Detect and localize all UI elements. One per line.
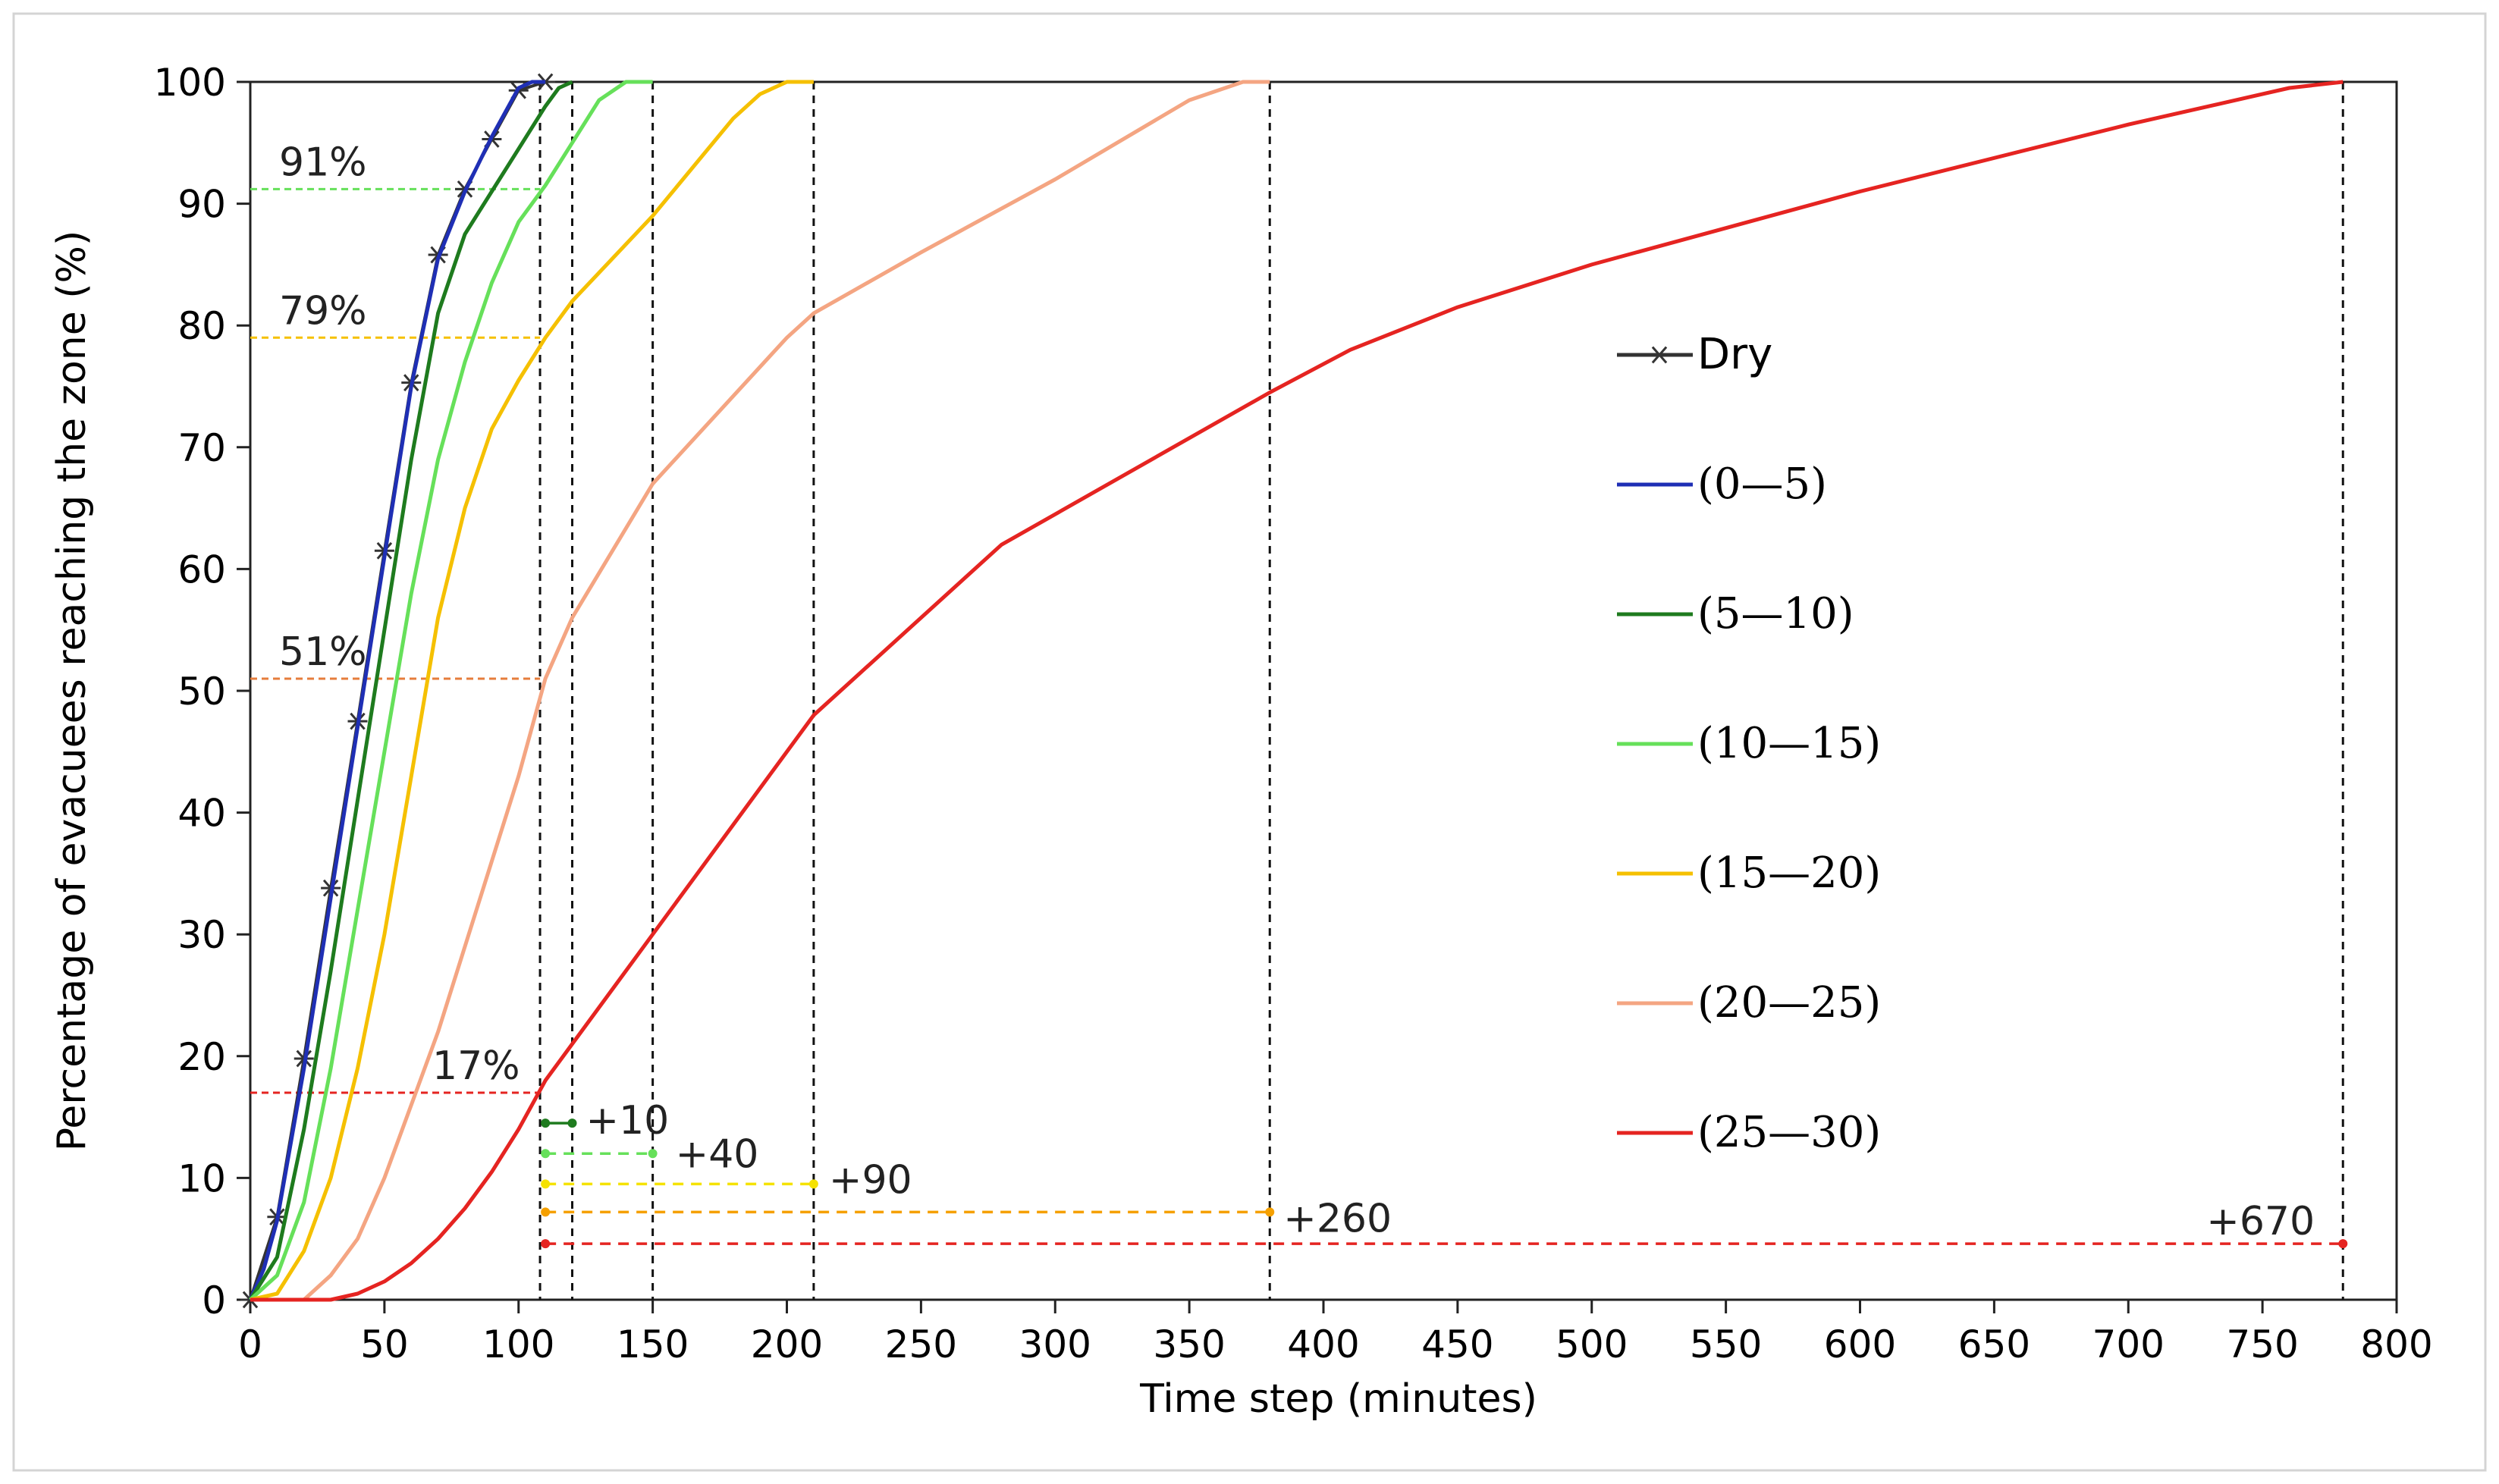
y-tick-label: 30 bbox=[177, 913, 226, 957]
x-tick-label: 500 bbox=[1556, 1322, 1628, 1366]
x-tick-label: 550 bbox=[1690, 1322, 1762, 1366]
series-line bbox=[248, 80, 546, 1301]
y-tick-label: 40 bbox=[177, 792, 226, 836]
y-tick-label: 60 bbox=[177, 547, 226, 591]
legend-label: (0—5) bbox=[1697, 460, 1827, 509]
legend-label: Dry bbox=[1697, 330, 1772, 379]
percentage-annotation: 91% bbox=[279, 140, 367, 185]
x-tick-label: 650 bbox=[1958, 1322, 2030, 1366]
x-tick-label: 600 bbox=[1824, 1322, 1896, 1366]
x-tick-label: 100 bbox=[482, 1322, 554, 1366]
delay-start-dot bbox=[541, 1149, 551, 1159]
legend-label: (5—10) bbox=[1697, 589, 1854, 638]
legend-label: (10—15) bbox=[1697, 719, 1881, 768]
delay-label: +90 bbox=[829, 1157, 912, 1203]
series-line bbox=[250, 80, 1270, 1302]
y-axis-label: Percentage of evacuees reaching the zone… bbox=[49, 231, 95, 1152]
percentage-annotation: 79% bbox=[279, 288, 367, 334]
series-line bbox=[250, 80, 2344, 1302]
delay-end-dot bbox=[567, 1118, 577, 1128]
delay-start-dot bbox=[541, 1118, 551, 1128]
x-tick-label: 150 bbox=[617, 1322, 689, 1366]
x-tick-label: 800 bbox=[2360, 1322, 2432, 1366]
legend-label: (20—25) bbox=[1697, 978, 1881, 1028]
legend-label: (25—30) bbox=[1697, 1108, 1881, 1157]
x-tick-label: 350 bbox=[1153, 1322, 1225, 1366]
x-tick-label: 400 bbox=[1287, 1322, 1359, 1366]
x-tick-label: 250 bbox=[885, 1322, 957, 1366]
delay-end-dot bbox=[2338, 1239, 2348, 1249]
legend-marker bbox=[1651, 346, 1668, 364]
delay-label: +670 bbox=[2206, 1199, 2315, 1244]
delay-start-dot bbox=[541, 1179, 551, 1189]
x-axis-label: Time step (minutes) bbox=[1139, 1376, 1537, 1422]
legend-label: (15—20) bbox=[1697, 849, 1881, 898]
y-tick-label: 50 bbox=[177, 670, 226, 714]
delay-start-dot bbox=[541, 1239, 551, 1249]
delay-end-dot bbox=[1265, 1207, 1275, 1217]
delay-label: +260 bbox=[1283, 1196, 1392, 1241]
y-tick-label: 0 bbox=[202, 1278, 226, 1322]
delay-end-dot bbox=[808, 1179, 818, 1189]
x-tick-label: 300 bbox=[1019, 1322, 1091, 1366]
x-tick-label: 450 bbox=[1421, 1322, 1493, 1366]
y-tick-label: 90 bbox=[177, 183, 226, 227]
percentage-annotation: 17% bbox=[432, 1043, 520, 1089]
percentage-annotation: 51% bbox=[279, 629, 367, 675]
y-tick-label: 80 bbox=[177, 304, 226, 348]
x-tick-label: 50 bbox=[360, 1322, 409, 1366]
legend: Dry (0—5) (5—10) (10—15) (15—20) (20—25) (25—3… bbox=[1617, 330, 1881, 1157]
series-line bbox=[249, 80, 653, 1301]
series-line bbox=[248, 80, 573, 1301]
y-tick-label: 70 bbox=[177, 426, 226, 470]
delay-end-dot bbox=[648, 1149, 658, 1159]
x-tick-label: 0 bbox=[238, 1322, 262, 1366]
delay-label: +10 bbox=[586, 1098, 670, 1144]
y-tick-label: 20 bbox=[177, 1035, 226, 1079]
y-tick-label: 100 bbox=[154, 61, 226, 105]
asterisk-stroke bbox=[537, 73, 554, 91]
delay-label: +40 bbox=[676, 1131, 759, 1177]
x-tick-label: 200 bbox=[751, 1322, 823, 1366]
plot-area: 0 10 20 30 40 50 60 70 80 90 100 0 50 100 150 200 250 300… bbox=[154, 61, 2433, 1366]
chart-frame bbox=[12, 12, 2487, 1472]
x-tick-label: 700 bbox=[2092, 1322, 2165, 1366]
delay-start-dot bbox=[541, 1207, 551, 1217]
x-tick-label: 750 bbox=[2226, 1322, 2298, 1366]
series-line bbox=[250, 80, 814, 1302]
y-tick-label: 10 bbox=[177, 1156, 226, 1200]
